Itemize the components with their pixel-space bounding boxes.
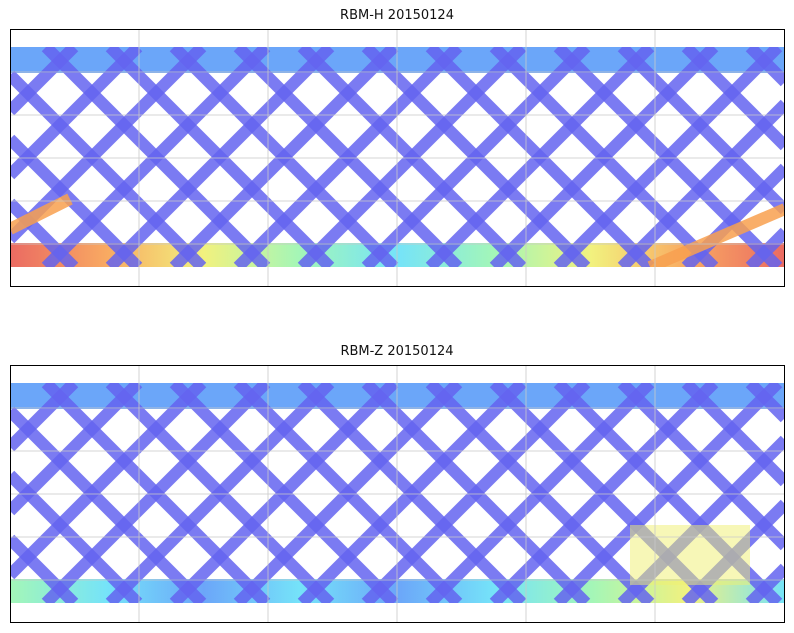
satellite-track (361, 47, 591, 267)
satellite-track (617, 383, 785, 551)
satellite-track (41, 383, 271, 603)
satellite-track (105, 47, 335, 267)
satellite-track (681, 383, 785, 487)
satellite-track (169, 383, 399, 603)
satellite-track (617, 99, 785, 267)
satellite-track (297, 383, 527, 603)
satellite-track (745, 383, 785, 423)
satellite-track (425, 47, 655, 267)
satellite-track (553, 47, 783, 267)
satellite-track (233, 383, 463, 603)
satellite-track (41, 47, 271, 267)
satellite-track (169, 47, 399, 267)
satellite-track (297, 47, 527, 267)
panel-2-title: RBM-Z 20150124 (340, 344, 454, 359)
satellite-track (233, 47, 463, 267)
satellite-track (10, 47, 143, 180)
satellite-track (745, 227, 785, 267)
satellite-track (681, 47, 785, 151)
satellite-track (425, 383, 655, 603)
map-frame (10, 365, 785, 623)
hot-track (10, 193, 73, 235)
map-panel-rbm-z (10, 365, 785, 623)
map-frame (10, 29, 785, 287)
map-panel-rbm-h (10, 29, 785, 287)
satellite-track (553, 383, 783, 603)
satellite-track (10, 383, 143, 516)
hot-track (647, 203, 785, 267)
satellite-track (10, 383, 207, 580)
hot-region (630, 525, 750, 585)
satellite-track (489, 47, 719, 267)
satellite-track (10, 70, 207, 267)
satellite-track (489, 383, 719, 603)
satellite-track (745, 563, 785, 603)
satellite-track (617, 47, 785, 215)
satellite-track (105, 383, 335, 603)
data-layer (10, 47, 785, 267)
satellite-track (745, 47, 785, 87)
satellite-track (361, 383, 591, 603)
satellite-track (10, 406, 207, 603)
panel-1-title: RBM-H 20150124 (340, 8, 454, 23)
data-layer (10, 383, 785, 603)
